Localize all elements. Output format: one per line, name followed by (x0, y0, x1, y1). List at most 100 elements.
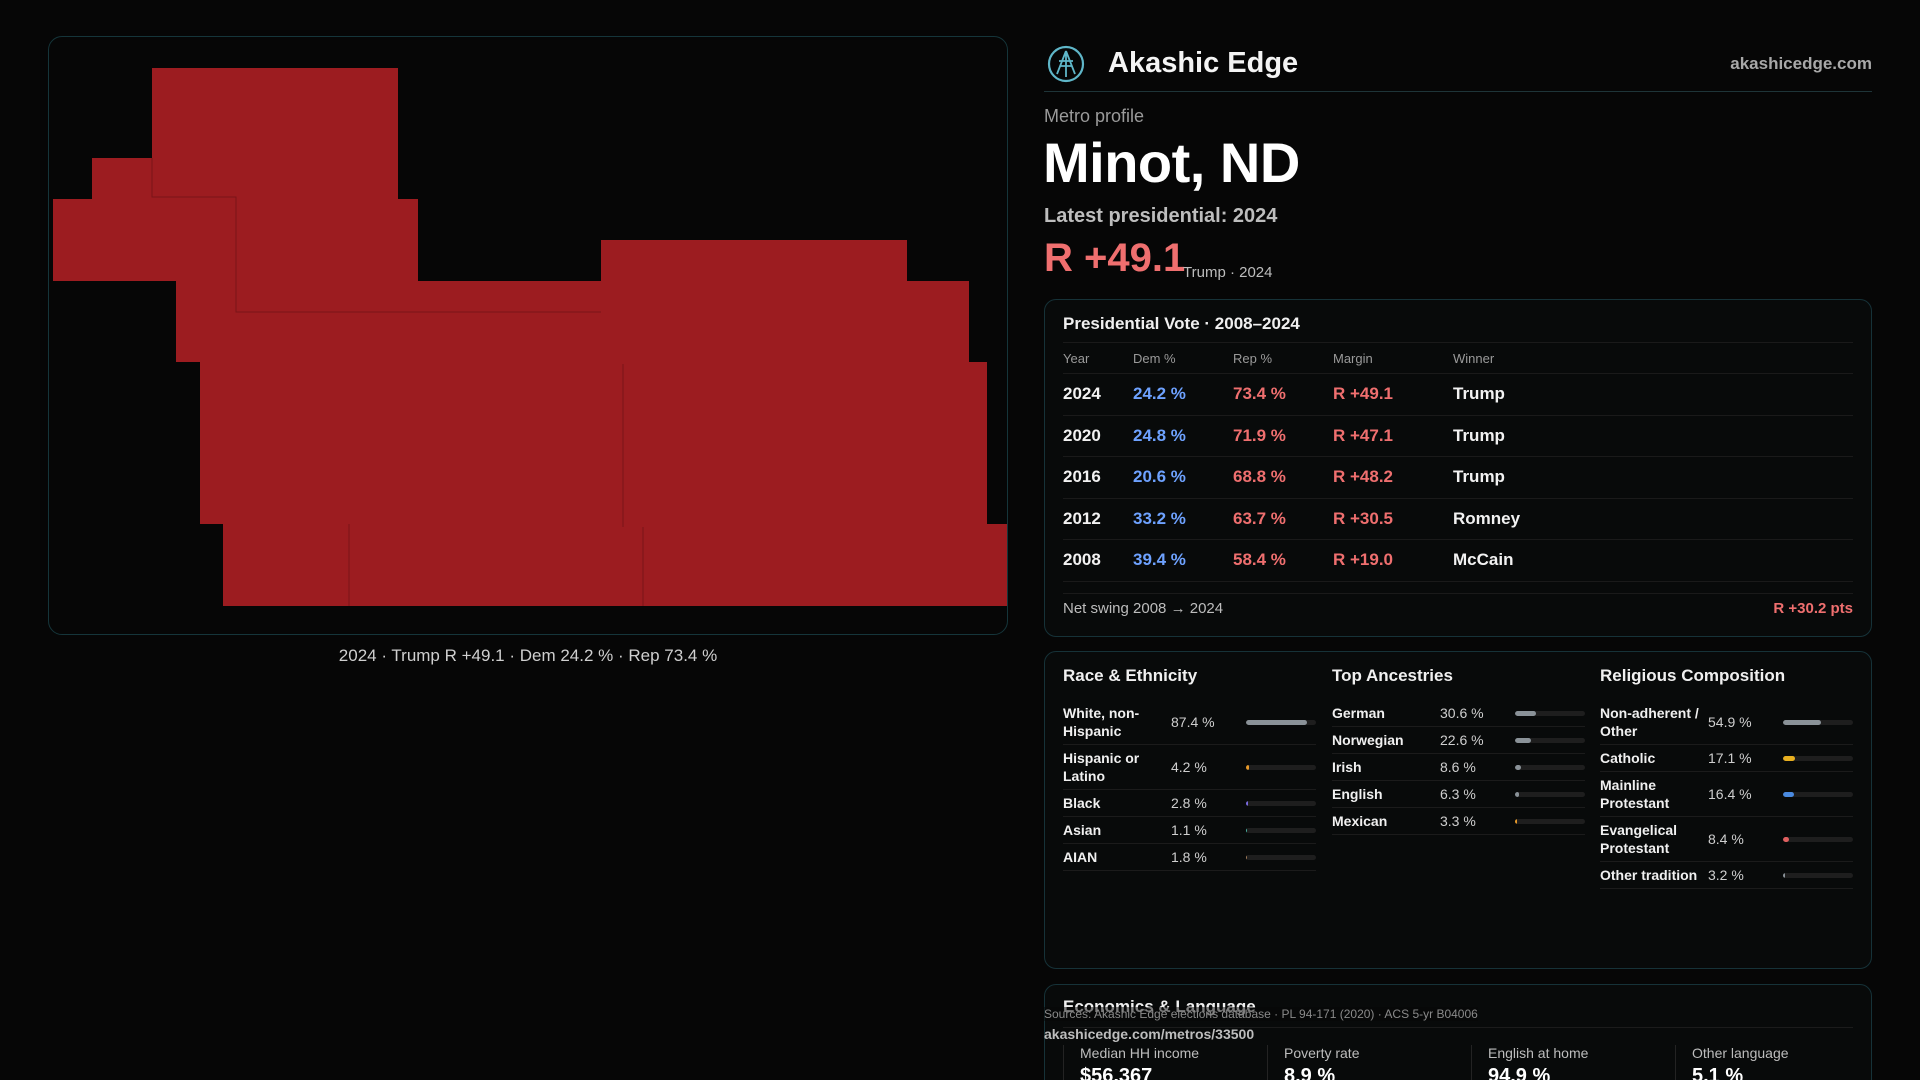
share-bar-fill (1246, 719, 1308, 725)
economics-divider (1063, 1027, 1853, 1028)
table-row: 2016 20.6 % 68.8 % R +48.2 Trump (1063, 457, 1853, 499)
list-item: Mexican 3.3 % (1332, 808, 1585, 835)
brand-name: Akashic Edge (1108, 47, 1299, 79)
item-value: 3.2 % (1708, 867, 1744, 883)
share-bar-fill (1515, 764, 1522, 770)
share-bar-fill (1515, 737, 1531, 743)
row-dem: 33.2 % (1133, 508, 1186, 528)
top-ancestries-column: Top Ancestries German 30.6 % Norwegian 22.6… (1332, 666, 1585, 835)
brand-url-link[interactable]: akashicedge.com (1730, 53, 1872, 73)
share-bar (1783, 836, 1853, 842)
item-label: White, non-Hispanic (1063, 705, 1140, 739)
list-item: Mainline Protestant 16.4 % (1600, 772, 1853, 817)
item-value: 3.3 % (1440, 813, 1476, 829)
share-bar-fill (1246, 800, 1248, 806)
top-ancestries-title: Top Ancestries (1332, 666, 1453, 685)
county-map-svg (53, 68, 1007, 606)
row-dem: 20.6 % (1133, 467, 1186, 487)
row-dem: 24.2 % (1133, 384, 1186, 404)
religious-composition-title: Religious Composition (1600, 666, 1786, 685)
row-margin: R +48.2 (1333, 467, 1394, 487)
stat-value: $56,367 (1080, 1065, 1153, 1080)
item-value: 54.9 % (1708, 714, 1752, 730)
list-item: Non-adherent / Other 54.9 % (1600, 700, 1853, 745)
stat-value: 5.1 % (1692, 1065, 1744, 1080)
stat-label: Other language (1692, 1045, 1789, 1061)
net-swing-value: R +30.2 pts (1773, 600, 1853, 617)
item-label: Catholic (1600, 750, 1656, 766)
list-item: English 6.3 % (1332, 781, 1585, 808)
list-item: White, non-Hispanic 87.4 % (1063, 700, 1316, 745)
item-label: Black (1063, 795, 1101, 811)
row-margin: R +19.0 (1333, 550, 1394, 570)
presidential-vote-card: Presidential Vote · 2008–2024 Year Dem %… (1044, 299, 1872, 637)
share-bar (1246, 854, 1316, 860)
county-shape-east[interactable] (601, 240, 1007, 606)
stat-poverty-rate: Poverty rate 8.9 % (1267, 1045, 1457, 1080)
demographics-card: Race & Ethnicity White, non-Hispanic 87.4… (1044, 651, 1872, 969)
race-ethnicity-list: White, non-Hispanic 87.4 % Hispanic or Lat… (1063, 700, 1316, 871)
metro-map[interactable] (48, 36, 1008, 635)
share-bar (1246, 719, 1316, 725)
item-value: 22.6 % (1440, 732, 1484, 748)
share-bar-fill (1783, 791, 1795, 797)
item-value: 2.8 % (1171, 795, 1207, 811)
presidential-card-title: Presidential Vote · 2008–2024 (1063, 314, 1300, 333)
row-year: 2016 (1063, 467, 1101, 487)
item-label: Asian (1063, 822, 1102, 838)
list-item: Norwegian 22.6 % (1332, 727, 1585, 754)
list-item: Other tradition 3.2 % (1600, 862, 1853, 889)
list-item: Black 2.8 % (1063, 790, 1316, 817)
share-bar (1246, 764, 1316, 770)
item-value: 17.1 % (1708, 750, 1752, 766)
item-value: 8.4 % (1708, 831, 1744, 847)
item-value: 16.4 % (1708, 786, 1752, 802)
header-dem: Dem % (1133, 350, 1176, 366)
row-margin: R +30.5 (1333, 508, 1394, 528)
stat-label: English at home (1488, 1045, 1589, 1061)
stat-label: Poverty rate (1284, 1045, 1360, 1061)
stat-other-language: Other language 5.1 % (1675, 1045, 1865, 1080)
stat-median-income: Median HH income $56,367 (1063, 1045, 1253, 1080)
item-label: English (1332, 786, 1383, 802)
latest-margin: R +49.1 (1044, 236, 1186, 280)
table-header: Year Dem % Rep % Margin Winner (1063, 342, 1853, 374)
item-label: Other tradition (1600, 867, 1698, 883)
list-item: Catholic 17.1 % (1600, 745, 1853, 772)
presidential-table: Year Dem % Rep % Margin Winner 2024 24.2… (1063, 342, 1853, 582)
item-value: 1.8 % (1171, 849, 1207, 865)
row-winner: Trump (1453, 425, 1505, 445)
share-bar-fill (1783, 836, 1789, 842)
sources-note: Sources: Akashic Edge elections database… (1044, 1007, 1478, 1021)
share-bar (1246, 827, 1316, 833)
brand-header: Akashic Edge akashicedge.com (1044, 36, 1872, 92)
county-shape-central[interactable] (176, 281, 643, 606)
list-item: Irish 8.6 % (1332, 754, 1585, 781)
religious-composition-column: Religious Composition Non-adherent / Oth… (1600, 666, 1853, 889)
share-bar (1783, 872, 1853, 878)
share-bar (1515, 710, 1585, 716)
share-bar-fill (1246, 854, 1248, 860)
share-bar-fill (1783, 755, 1795, 761)
share-bar-fill (1783, 872, 1786, 878)
county-borders (151, 158, 644, 606)
row-rep: 73.4 % (1233, 384, 1286, 404)
net-swing-label: Net swing 2008 → 2024 (1063, 600, 1224, 617)
row-margin: R +49.1 (1333, 384, 1394, 404)
share-bar-fill (1246, 827, 1248, 833)
row-winner: Trump (1453, 384, 1505, 404)
row-winner: McCain (1453, 550, 1514, 570)
item-value: 30.6 % (1440, 705, 1484, 721)
share-bar-fill (1783, 719, 1822, 725)
share-bar (1515, 791, 1585, 797)
row-year: 2012 (1063, 508, 1101, 528)
share-bar (1515, 818, 1585, 824)
list-item: German 30.6 % (1332, 700, 1585, 727)
share-bar (1515, 764, 1585, 770)
item-label: Mexican (1332, 813, 1388, 829)
item-value: 6.3 % (1440, 786, 1476, 802)
list-item: Evangelical Protestant 8.4 % (1600, 817, 1853, 862)
share-bar (1515, 737, 1585, 743)
stat-value: 94.9 % (1488, 1065, 1551, 1080)
metro-url-link[interactable]: akashicedge.com/metros/33500 (1044, 1026, 1255, 1042)
